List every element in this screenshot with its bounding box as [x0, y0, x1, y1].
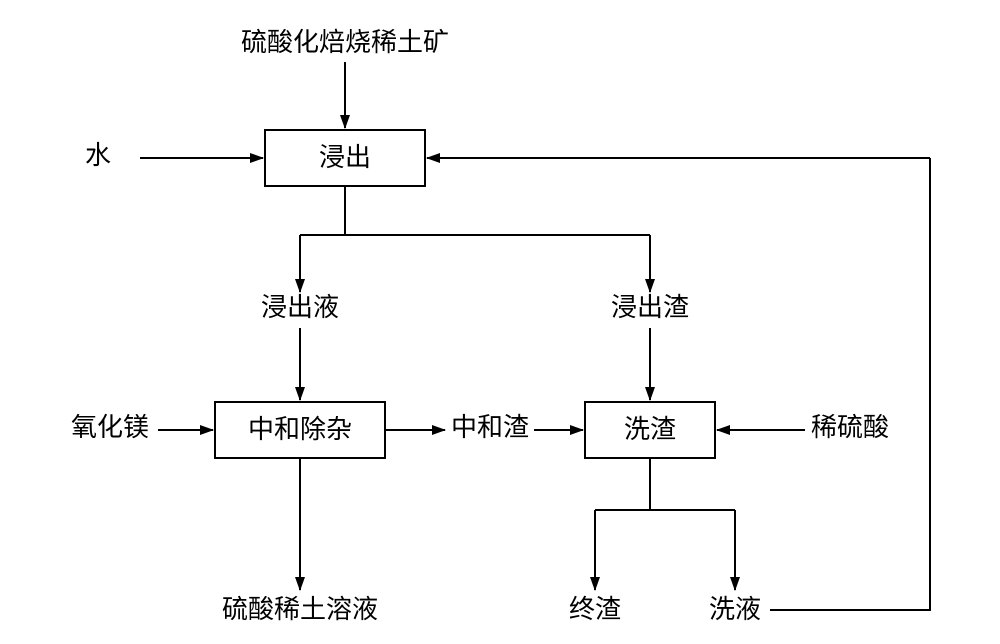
label-wash: 洗渣 — [624, 415, 676, 444]
label-input-top: 硫酸化焙烧稀土矿 — [241, 28, 449, 57]
label-leach-res: 浸出渣 — [611, 293, 689, 322]
label-mgo: 氧化镁 — [71, 413, 149, 442]
label-water: 水 — [85, 141, 111, 170]
label-neut-res: 中和渣 — [451, 413, 529, 442]
label-wash-liq: 洗液 — [709, 595, 761, 624]
edge-recycle-up — [770, 158, 930, 610]
label-dilute: 稀硫酸 — [811, 413, 889, 442]
label-neutralize: 中和除杂 — [248, 415, 352, 444]
label-final-res: 终渣 — [569, 595, 621, 624]
label-leach-liq: 浸出液 — [261, 293, 339, 322]
label-leach: 浸出 — [319, 143, 371, 172]
label-product: 硫酸稀土溶液 — [222, 595, 378, 624]
flowchart-canvas: 硫酸化焙烧稀土矿 水 浸出 浸出液 浸出渣 氧化镁 中和除杂 中和渣 洗渣 稀硫… — [0, 0, 1000, 644]
